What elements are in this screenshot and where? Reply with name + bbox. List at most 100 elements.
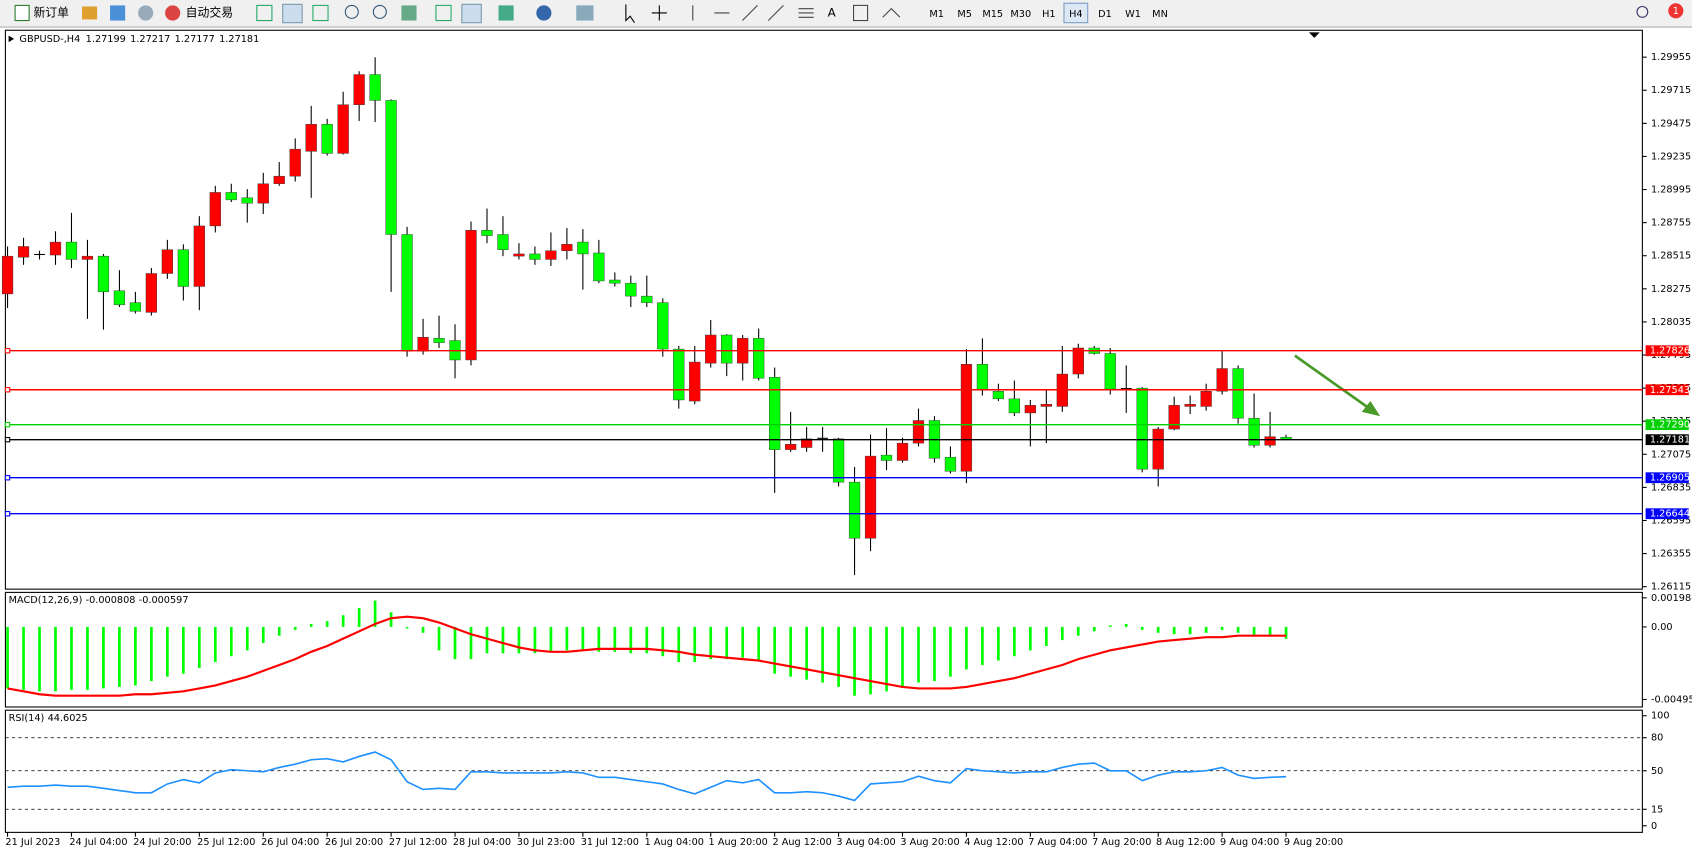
timeframe-button[interactable]: M30 — [1010, 9, 1031, 20]
timeframe-button[interactable]: MN — [1152, 9, 1168, 20]
toolbar-bg — [0, 0, 1692, 28]
candle-body — [193, 225, 205, 287]
candle-body — [801, 438, 813, 448]
icon[interactable] — [110, 5, 126, 21]
time-label: 24 Jul 20:00 — [133, 837, 191, 848]
zoom-out[interactable] — [372, 4, 387, 19]
candle-body — [465, 229, 477, 361]
notification-count[interactable]: 1 — [1673, 6, 1679, 17]
new-order-icon[interactable] — [14, 4, 30, 22]
rsi-label: RSI(14) — [9, 713, 45, 724]
arrow-tool[interactable] — [882, 7, 901, 18]
candle-body — [417, 337, 429, 352]
price-tag — [1645, 345, 1689, 357]
icon[interactable] — [138, 5, 154, 21]
icon[interactable] — [401, 5, 417, 21]
candle-body — [145, 273, 157, 313]
zoom-in[interactable] — [344, 4, 359, 19]
timeframe-button[interactable]: M15 — [982, 9, 1003, 20]
rsi-label: 100 — [1651, 711, 1670, 722]
candle-body — [369, 74, 381, 101]
candle-body — [785, 444, 797, 450]
line-handle — [4, 387, 11, 393]
price-label: 1.26115 — [1651, 582, 1691, 593]
rsi-label: 80 — [1651, 733, 1663, 744]
main-panel — [4, 29, 1643, 590]
candle-body — [577, 241, 589, 255]
time-label: 2 Aug 12:00 — [772, 837, 831, 848]
auto-trading[interactable]: 自动交易 — [186, 5, 233, 19]
timeframe-button[interactable]: W1 — [1125, 9, 1141, 20]
text-tool[interactable]: A — [828, 5, 837, 19]
candle-body — [880, 454, 893, 461]
candle-body — [305, 124, 317, 152]
notification-badge[interactable] — [1668, 3, 1684, 19]
price-label: 1.29955 — [1651, 52, 1691, 63]
candle-body — [689, 361, 701, 402]
icon[interactable] — [576, 5, 594, 21]
timeframe-button[interactable]: H4 — [1069, 9, 1082, 20]
line-handle — [4, 511, 11, 517]
icon[interactable] — [312, 4, 329, 22]
candle-body — [896, 442, 909, 461]
line-handle — [4, 348, 11, 354]
new-order[interactable]: 新订单 — [33, 5, 69, 19]
candle-body — [433, 338, 445, 343]
candle-body — [113, 290, 126, 306]
candle-body — [832, 438, 845, 483]
icon[interactable] — [498, 5, 514, 21]
macd-label: -0.004957 — [1651, 694, 1692, 705]
candle-body — [561, 244, 573, 251]
icon[interactable] — [536, 5, 552, 21]
candle-body — [401, 234, 413, 352]
candle-body — [1248, 418, 1260, 446]
candle-body — [641, 295, 653, 303]
candle-body — [1168, 405, 1180, 430]
price-tag — [1645, 508, 1689, 520]
chart-header: GBPUSD-,H4 1.27199 1.27217 1.27177 1.27181 — [19, 34, 259, 45]
macd-signal: -0.000597 — [139, 595, 189, 606]
candle-body — [705, 334, 717, 364]
high: 1.27217 — [130, 34, 170, 45]
auto-trading-icon[interactable] — [165, 5, 181, 21]
timeframe-button[interactable]: H1 — [1042, 9, 1055, 20]
price-label: 1.28995 — [1651, 185, 1691, 196]
icon[interactable] — [82, 6, 98, 20]
candle-body — [161, 249, 173, 274]
price-tag-label: 1.26905 — [1650, 473, 1690, 484]
timeframe-active — [1063, 2, 1089, 24]
price-label: 1.29475 — [1651, 118, 1691, 129]
price-tag-label: 1.27290 — [1650, 420, 1690, 431]
cursor-tool[interactable] — [625, 4, 635, 24]
label-tool[interactable] — [853, 4, 869, 22]
crosshair-tool[interactable] — [651, 5, 667, 21]
candle-body — [1024, 405, 1036, 414]
candle-body — [481, 229, 493, 236]
line-tools[interactable] — [692, 5, 758, 21]
line-tools[interactable] — [767, 5, 814, 21]
search[interactable] — [1636, 5, 1649, 18]
candle-body — [545, 250, 557, 260]
macd-label: 0.001988 — [1651, 593, 1692, 604]
timeframe-button[interactable]: M5 — [957, 9, 972, 20]
timeframe-button[interactable]: D1 — [1098, 9, 1112, 20]
price-tag-label: 1.26644 — [1650, 509, 1690, 520]
icon[interactable] — [282, 3, 303, 24]
timeframe-button[interactable]: M1 — [929, 9, 944, 20]
macd-label: 0.00 — [1651, 622, 1673, 633]
time-label: 8 Aug 12:00 — [1156, 837, 1215, 848]
price-label: 1.28515 — [1651, 251, 1691, 262]
macd-header: MACD(12,26,9) -0.000808 -0.000597 — [9, 595, 189, 606]
candle-body — [1072, 347, 1084, 375]
icon[interactable] — [256, 4, 273, 22]
price-label: 1.28755 — [1651, 218, 1691, 229]
price-label: 1.28035 — [1651, 317, 1691, 328]
icon[interactable] — [461, 3, 482, 24]
candle-body — [1136, 387, 1148, 470]
price-label: 1.26835 — [1651, 482, 1691, 493]
candle-body — [625, 282, 637, 297]
time-label: 26 Jul 04:00 — [261, 837, 319, 848]
candle-body — [65, 241, 78, 260]
icon[interactable] — [435, 4, 452, 22]
open: 1.27199 — [86, 34, 126, 45]
